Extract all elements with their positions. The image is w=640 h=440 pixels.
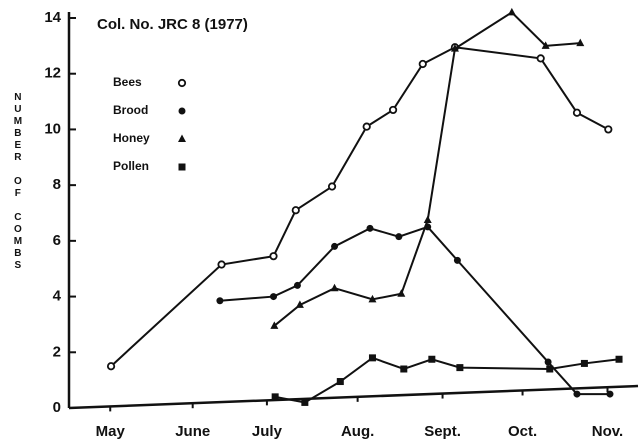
- data-point: [291, 206, 300, 215]
- chart-title: Col. No. JRC 8 (1977): [97, 16, 248, 33]
- data-point: [327, 182, 337, 191]
- data-point: [388, 105, 398, 115]
- data-point: [418, 59, 427, 69]
- y-tick-label: 2: [53, 343, 61, 360]
- data-point: [362, 122, 371, 131]
- data-point: [400, 365, 408, 373]
- y-tick-label: 14: [44, 9, 61, 26]
- data-point: [573, 390, 581, 398]
- data-point: [271, 393, 279, 401]
- data-point: [270, 293, 278, 301]
- data-point: [368, 354, 376, 362]
- y-tick-label: 8: [53, 176, 61, 193]
- x-tick-label: Nov.: [592, 423, 623, 440]
- data-point: [397, 289, 406, 297]
- data-point: [106, 362, 116, 371]
- x-tick-label: Aug.: [341, 423, 374, 440]
- data-point: [395, 233, 403, 241]
- x-axis: [68, 384, 639, 410]
- legend-label: Bees: [113, 75, 142, 89]
- legend-marker: [178, 163, 186, 171]
- series-line: [273, 11, 581, 327]
- data-point: [615, 355, 623, 363]
- x-tick-label: Oct.: [508, 423, 537, 440]
- data-point: [270, 321, 279, 329]
- series-line: [110, 46, 609, 367]
- data-point: [606, 390, 614, 398]
- legend-marker: [178, 134, 186, 142]
- data-point: [428, 355, 436, 363]
- data-point: [576, 38, 585, 47]
- data-point: [544, 358, 552, 366]
- data-point: [216, 297, 224, 305]
- data-point: [295, 300, 304, 308]
- x-tick-label: Sept.: [424, 423, 461, 440]
- data-point: [580, 359, 588, 367]
- data-point: [507, 7, 516, 16]
- x-tick-label: May: [96, 423, 126, 440]
- data-point: [541, 41, 550, 49]
- legend-label: Honey: [113, 131, 150, 145]
- data-point: [423, 215, 432, 223]
- data-point: [572, 108, 582, 117]
- data-point: [536, 54, 545, 63]
- data-point: [453, 256, 461, 264]
- data-point: [330, 283, 339, 292]
- data-point: [368, 294, 377, 303]
- data-point: [301, 398, 309, 406]
- y-tick-label: 10: [44, 120, 61, 137]
- y-tick-label: 0: [53, 399, 61, 416]
- y-tick-label: 6: [53, 232, 61, 249]
- data-point: [336, 378, 344, 386]
- data-point: [604, 125, 613, 134]
- legend-marker: [177, 78, 187, 88]
- data-point: [331, 242, 339, 250]
- data-point: [456, 364, 464, 372]
- data-point: [269, 252, 278, 261]
- y-axis-label: NUMBER OF COMBS: [12, 92, 23, 272]
- x-tick-label: June: [175, 423, 210, 440]
- data-point: [293, 281, 301, 289]
- legend-label: Brood: [113, 103, 148, 117]
- series-line: [274, 356, 620, 404]
- legend-marker: [178, 107, 186, 115]
- data-point: [217, 260, 226, 269]
- data-point: [450, 44, 459, 52]
- y-tick-label: 4: [53, 288, 62, 305]
- data-point: [366, 224, 374, 232]
- data-point: [546, 365, 554, 373]
- legend-label: Pollen: [113, 159, 149, 173]
- x-tick-label: July: [252, 423, 283, 440]
- y-tick-label: 12: [44, 65, 61, 82]
